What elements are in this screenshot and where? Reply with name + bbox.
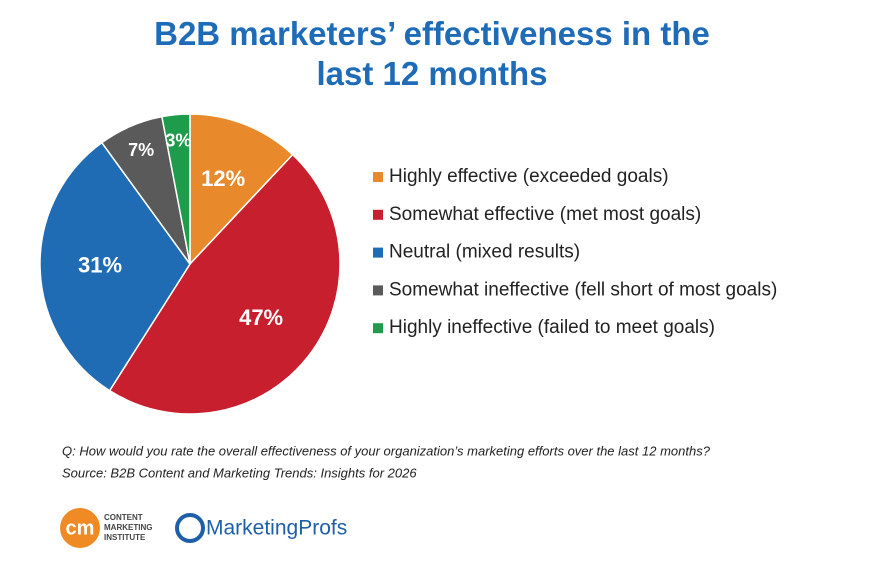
legend-swatch — [373, 172, 383, 182]
value-label: 7% — [128, 140, 154, 160]
legend-swatch — [373, 247, 383, 258]
pie-slice — [189, 113, 294, 266]
chart-title: B2B marketers’ effectiveness in the last… — [154, 15, 710, 92]
note: Q: How would you rate the overall effect… — [62, 443, 711, 458]
value-label: 31% — [78, 253, 122, 278]
pie-slice — [161, 113, 191, 265]
value-label: 47% — [239, 305, 283, 330]
legend-swatch — [373, 323, 383, 334]
cmi-text: CONTENT — [104, 513, 143, 522]
legend-label: Somewhat ineffective (fell short of most… — [389, 279, 777, 300]
legend-label: Somewhat effective (met most goals) — [389, 204, 701, 225]
profs-text: MarketingProfs — [206, 517, 347, 540]
legend-swatch — [373, 209, 383, 220]
legend-swatch — [373, 285, 383, 296]
value-label: 3% — [165, 130, 191, 150]
value-label: 12% — [201, 166, 245, 191]
pie-slice — [39, 141, 191, 392]
cmi-text: MARKETING — [104, 523, 152, 532]
source: Source: B2B Content and Marketing Trends… — [62, 465, 417, 480]
legend-label: Highly effective (exceeded goals) — [389, 166, 669, 187]
legend-label: Highly ineffective (failed to meet goals… — [389, 317, 715, 338]
cmi-mark: cm — [66, 517, 95, 539]
pie-slice — [108, 153, 341, 415]
cmi-text: INSTITUTE — [104, 533, 146, 542]
profs-logo — [175, 513, 205, 543]
legend-label: Neutral (mixed results) — [389, 242, 580, 263]
cmi-logo — [60, 508, 100, 548]
